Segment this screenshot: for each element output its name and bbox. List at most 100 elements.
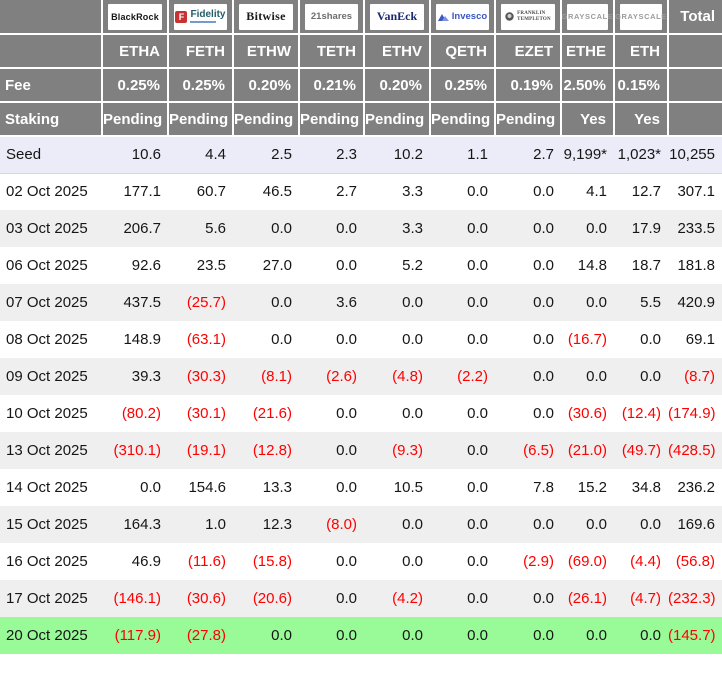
date-cell: 16 Oct 2025 [6,553,88,570]
flow-value-eth: (12.4) [621,405,661,422]
fee-value-ethw: 0.20% [232,67,300,103]
seed-value-ethw: 2.5 [271,146,292,164]
vaneck-label: VanEck [376,9,418,23]
ticker-etha: ETHA [101,33,169,69]
grayscale-mini-label: GRAYSCALE [615,12,667,21]
fee-value-etha: 0.25% [101,67,169,103]
fee-total-spacer [667,67,722,103]
flow-value-teth: 0.0 [336,220,357,237]
date-cell: 17 Oct 2025 [6,590,88,607]
staking-value-eth: Yes [613,101,669,137]
flow-value-ethw: 0.0 [271,220,292,237]
row-total: 236.2 [677,479,715,496]
date-cell: 13 Oct 2025 [6,442,88,459]
date-cell: 14 Oct 2025 [6,479,88,496]
row-total: 169.6 [677,516,715,533]
flow-value-etha: 177.1 [123,183,161,201]
flow-value-qeth: 0.0 [467,294,488,311]
franklin-logo: FRANKLIN TEMPLETON [501,3,555,30]
flow-value-eth: 0.0 [640,627,661,644]
fee-value-eth: 0.15% [613,67,669,103]
total-column-header: Total [667,0,722,35]
flow-row: 16 Oct 2025 46.9 (11.6) (15.8) 0.0 0.0 0.0 (2.9… [0,543,722,580]
flow-row: 03 Oct 2025 206.7 5.6 0.0 0.0 3.3 0.0 0.0 0.0 17.… [0,210,722,247]
flow-value-teth: 0.0 [336,627,357,644]
row-total: 181.8 [677,257,715,274]
flow-value-qeth: 0.0 [467,590,488,607]
flow-value-eth: (4.4) [630,553,661,570]
provider-logo-row: BlackRock F Fidelity Bitwise 21shares VanEck I… [0,0,722,35]
flow-value-etha: (310.1) [113,442,161,459]
grayscale-mini-logo: GRAYSCALE [616,3,666,30]
flow-value-eth: 12.7 [631,183,661,201]
seed-value-ethe: 9,199* [563,146,607,164]
flow-value-teth: 0.0 [336,405,357,422]
flow-row: 02 Oct 2025 177.1 60.7 46.5 2.7 3.3 0.0 0.0 4.1 1… [0,173,722,210]
flow-value-ethv: (4.8) [392,368,423,385]
flow-value-qeth: 0.0 [467,183,488,201]
flow-value-ethw: (15.8) [252,553,292,570]
ticker-feth: FETH [167,33,234,69]
flow-value-feth: (27.8) [186,627,226,644]
flow-value-feth: 1.0 [205,516,226,533]
flow-row: 13 Oct 2025 (310.1) (19.1) (12.8) 0.0 (9.3) 0.… [0,432,722,469]
corner-cell [0,33,103,69]
flow-row: 17 Oct 2025 (146.1) (30.6) (20.6) 0.0 (4.2) 0.… [0,580,722,617]
flow-value-ethv: 0.0 [402,627,423,644]
ticker-row: ETHA FETH ETHW TETH ETHV QETH EZET ETHE ETH [0,33,722,69]
flow-value-ethe: (69.0) [567,553,607,570]
franklin-label-line: TEMPLETON [517,16,551,22]
date-cell: 15 Oct 2025 [6,516,88,533]
flow-value-teth: 0.0 [336,442,357,459]
ticker-ethw: ETHW [232,33,300,69]
date-cell: 10 Oct 2025 [6,405,88,422]
seed-value-qeth: 1.1 [467,146,488,164]
flow-value-ezet: 0.0 [533,294,554,311]
ticker-ezet: EZET [494,33,562,69]
ticker-total-spacer [667,33,722,69]
date-cell: 02 Oct 2025 [6,183,88,201]
flow-value-ethe: 15.2 [577,479,607,496]
fee-value-ethv: 0.20% [363,67,431,103]
flow-value-ethe: 0.0 [586,220,607,237]
flow-value-etha: 92.6 [131,257,161,274]
flow-value-eth: (49.7) [621,442,661,459]
blackrock-logo: BlackRock [108,3,162,30]
flow-value-etha: 164.3 [123,516,161,533]
ticker-ethe: ETHE [560,33,615,69]
21shares-logo: 21shares [305,3,358,30]
flow-value-qeth: 0.0 [467,553,488,570]
row-total: 233.5 [677,220,715,237]
staking-row-label: Staking [0,101,103,137]
fee-value-ezet: 0.19% [494,67,562,103]
ticker-teth: TETH [298,33,365,69]
flow-value-qeth: 0.0 [467,442,488,459]
flow-value-qeth: 0.0 [467,405,488,422]
flow-row: 10 Oct 2025 (80.2) (30.1) (21.6) 0.0 0.0 0.0 0.… [0,395,722,432]
flow-value-ethv: 0.0 [402,294,423,311]
flow-row: 08 Oct 2025 148.9 (63.1) 0.0 0.0 0.0 0.0 0.0 (16… [0,321,722,358]
flow-row: 07 Oct 2025 437.5 (25.7) 0.0 3.6 0.0 0.0 0.0 0.0… [0,284,722,321]
bitwise-label: Bitwise [246,9,286,23]
flow-value-qeth: 0.0 [467,220,488,237]
flow-value-feth: (19.1) [186,442,226,459]
flow-value-feth: 5.6 [205,220,226,237]
flow-value-ethv: (9.3) [392,442,423,459]
flow-value-feth: (30.1) [186,405,226,422]
flow-value-ezet: 0.0 [533,627,554,644]
provider-cell-grayscale: GRAYSCALE [560,0,615,35]
flow-value-etha: 46.9 [131,553,161,570]
provider-cell-blackrock: BlackRock [101,0,169,35]
fee-value-qeth: 0.25% [429,67,496,103]
flow-value-ethv: 5.2 [402,257,423,274]
provider-cell-franklin: FRANKLIN TEMPLETON [494,0,562,35]
flow-value-ethe: (26.1) [567,590,607,607]
date-cell: 08 Oct 2025 [6,331,88,348]
corner-cell [0,0,103,35]
staking-row: Staking Pending Pending Pending Pending Pend… [0,101,722,137]
grayscale-label: GRAYSCALE [561,12,614,21]
flow-value-ethe: 0.0 [586,368,607,385]
seed-row-label: Seed [6,146,42,164]
flow-value-ethe: (16.7) [567,331,607,348]
row-total: (232.3) [668,590,716,607]
